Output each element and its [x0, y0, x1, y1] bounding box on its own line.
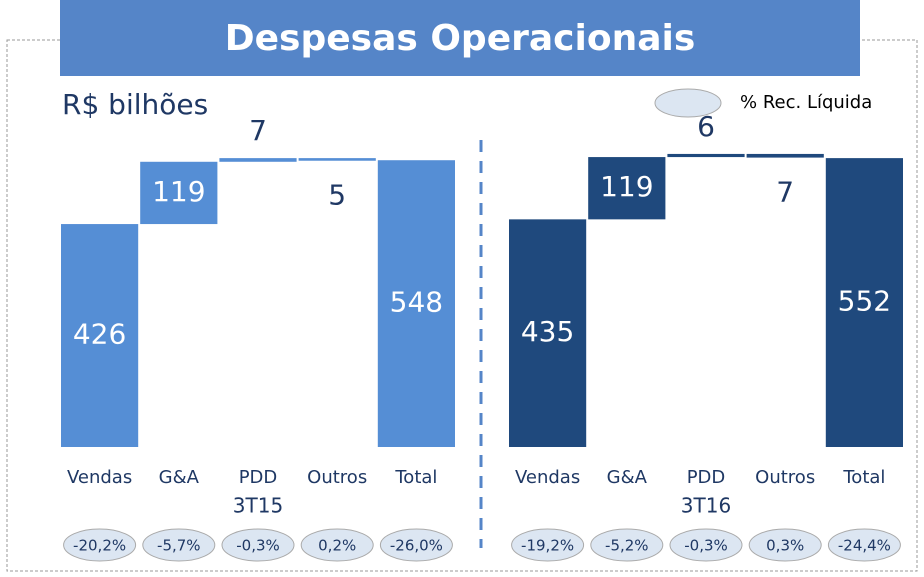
pct-bubble	[142, 528, 216, 562]
pct-label: -26,0%	[390, 537, 443, 555]
x-tick-label: Outros	[755, 467, 815, 488]
pct-bubble	[827, 528, 901, 562]
x-tick-label: Vendas	[67, 467, 132, 488]
x-tick-label: Total	[842, 467, 885, 488]
value-label: 119	[152, 175, 205, 208]
bar	[588, 157, 666, 220]
pct-label: 0,3%	[766, 537, 804, 555]
x-tick-label: PDD	[687, 467, 726, 488]
pct-bubble	[379, 528, 453, 562]
pct-label: -19,2%	[521, 537, 574, 555]
value-label: 7	[776, 176, 794, 209]
x-tick-label: PDD	[239, 467, 278, 488]
pct-label: 0,2%	[318, 537, 356, 555]
x-tick-label: Vendas	[515, 467, 580, 488]
pct-bubble	[300, 528, 374, 562]
value-label: 552	[838, 285, 891, 318]
bar	[140, 161, 218, 225]
value-label: 119	[600, 170, 653, 203]
bar	[219, 158, 297, 162]
pct-label: -24,4%	[838, 537, 891, 555]
pct-bubble	[748, 528, 822, 562]
bar	[377, 160, 455, 448]
bar	[509, 219, 587, 447]
pct-bubble	[590, 528, 664, 562]
x-axis-label: 3T16	[681, 494, 731, 518]
pct-bubble	[669, 528, 743, 562]
legend-marker	[654, 88, 722, 118]
pct-bubble	[221, 528, 295, 562]
bar	[825, 158, 903, 447]
legend-label: % Rec. Líquida	[740, 92, 872, 113]
chart-title: Despesas Operacionais	[225, 18, 696, 59]
x-tick-label: Total	[394, 467, 437, 488]
pct-bubble	[511, 528, 585, 562]
pct-label: -0,3%	[236, 537, 280, 555]
bar	[667, 153, 745, 158]
bar	[746, 153, 824, 158]
x-tick-label: G&A	[607, 467, 648, 488]
title-banner	[60, 0, 860, 76]
value-label: 426	[73, 318, 126, 351]
pct-label: -0,3%	[684, 537, 728, 555]
bar	[61, 224, 139, 447]
pct-label: -20,2%	[73, 537, 126, 555]
pct-bubble	[63, 528, 137, 562]
value-label: 5	[328, 179, 346, 212]
bar	[298, 158, 376, 161]
x-tick-label: G&A	[159, 467, 200, 488]
pct-label: -5,7%	[157, 537, 201, 555]
subtitle: R$ bilhões	[62, 88, 208, 121]
pct-label: -5,2%	[605, 537, 649, 555]
x-axis-label: 3T15	[233, 494, 283, 518]
value-label: 548	[390, 286, 443, 319]
value-label: 435	[521, 315, 574, 348]
x-tick-label: Outros	[307, 467, 367, 488]
value-label: 6	[697, 110, 715, 143]
value-label: 7	[249, 114, 267, 147]
